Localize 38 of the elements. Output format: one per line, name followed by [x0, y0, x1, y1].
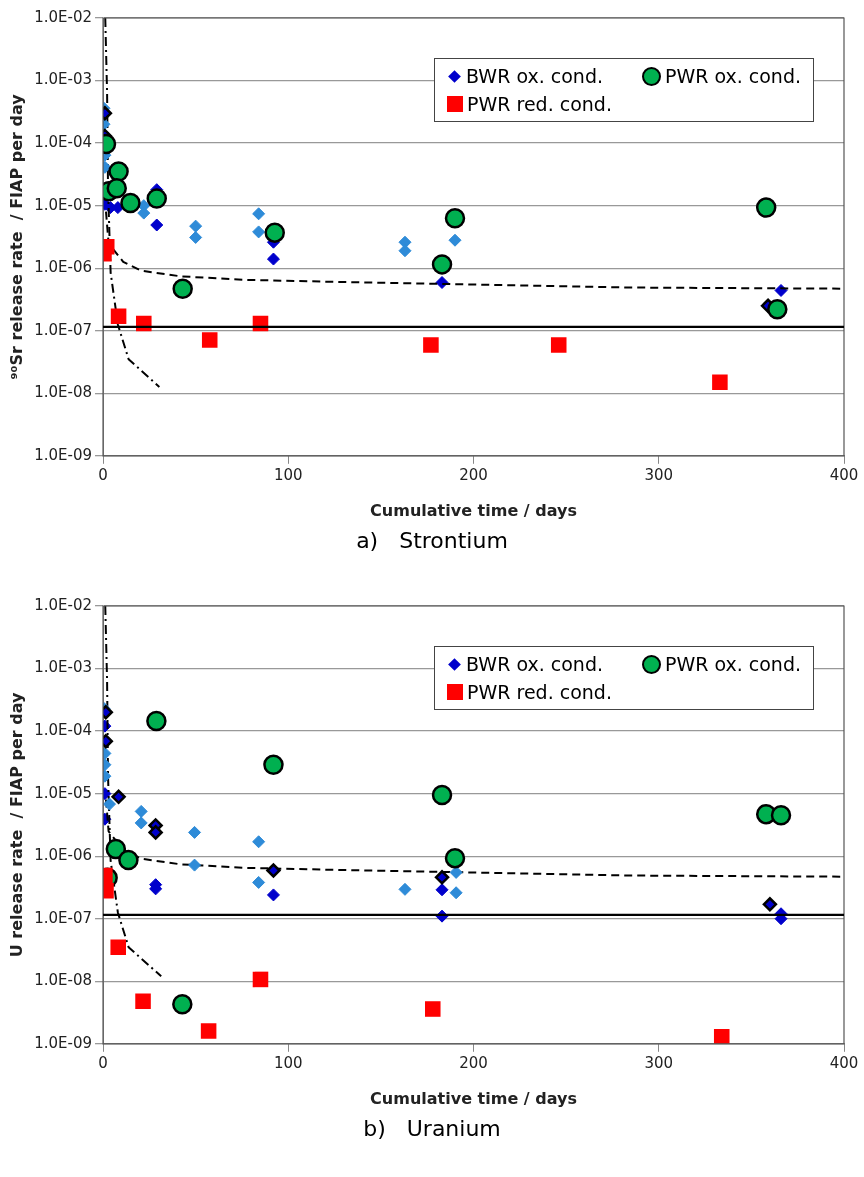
y-tick-label: 1.0E-07	[34, 320, 93, 339]
y-tick-label: 1.0E-08	[34, 971, 93, 990]
legend-label: PWR ox. cond.	[664, 65, 801, 87]
x-axis-title: Cumulative time / days	[370, 1088, 577, 1108]
x-tick-label: 400	[829, 1053, 859, 1072]
x-tick-label: 0	[98, 1053, 108, 1072]
y-axis-title: ⁹⁰Sr release rate / FIAP per day	[6, 93, 26, 380]
y-tick-label: 1.0E-04	[34, 132, 93, 151]
x-tick-label: 400	[829, 465, 859, 484]
y-tick-label: 1.0E-05	[34, 783, 93, 802]
legend-label: PWR red. cond.	[467, 681, 612, 703]
y-tick-label: 1.0E-09	[34, 1033, 93, 1052]
x-axis-title: Cumulative time / days	[370, 500, 577, 520]
text: b) Uranium	[362, 1116, 502, 1141]
y-tick-label: 1.0E-05	[34, 195, 93, 214]
x-tick-label: 200	[459, 465, 488, 484]
legend-label: PWR red. cond.	[467, 93, 612, 115]
x-tick-label: 200	[459, 1053, 488, 1072]
legend-label: PWR ox. cond.	[664, 653, 801, 675]
y-axis-title: U release rate / FIAP per day	[6, 692, 26, 958]
x-tick-label: 300	[644, 1053, 674, 1072]
y-tick-label: 1.0E-06	[34, 846, 93, 865]
y-tick-label: 1.0E-03	[34, 658, 93, 677]
x-tick-label: 100	[273, 465, 303, 484]
y-tick-label: 1.0E-08	[34, 383, 93, 402]
x-tick-label: 100	[273, 1053, 303, 1072]
text: a) Strontium	[355, 528, 509, 553]
y-tick-label: 1.0E-07	[34, 908, 93, 927]
legend-label: BWR ox. cond.	[466, 653, 603, 675]
x-tick-label: 300	[644, 465, 674, 484]
y-tick-label: 1.0E-02	[34, 7, 93, 26]
legend-label: BWR ox. cond.	[466, 65, 603, 87]
y-tick-label: 1.0E-04	[34, 720, 93, 739]
y-tick-label: 1.0E-03	[34, 70, 93, 89]
x-tick-label: 0	[98, 465, 108, 484]
y-tick-label: 1.0E-06	[34, 258, 93, 277]
y-tick-label: 1.0E-09	[34, 445, 93, 464]
y-tick-label: 1.0E-02	[34, 595, 93, 614]
